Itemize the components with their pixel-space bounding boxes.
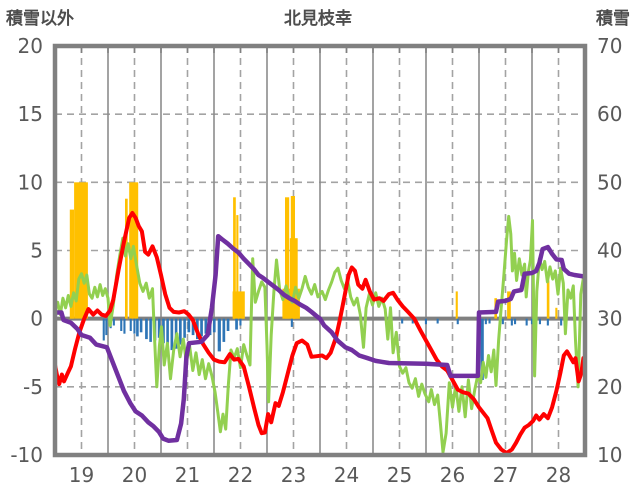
svg-text:20: 20	[122, 463, 147, 487]
left-axis-title: 積雪以外	[6, 9, 74, 29]
x-axis-ticks: 19 20 21 22 23 24 25 26 27 28	[69, 463, 571, 487]
svg-text:10: 10	[597, 443, 622, 467]
svg-text:60: 60	[597, 102, 622, 126]
svg-text:-5: -5	[23, 375, 43, 399]
svg-text:24: 24	[334, 463, 359, 487]
svg-text:-10: -10	[10, 443, 43, 467]
svg-text:21: 21	[175, 463, 200, 487]
svg-text:20: 20	[597, 375, 622, 399]
green_line	[55, 214, 585, 454]
svg-text:19: 19	[69, 463, 94, 487]
svg-text:30: 30	[597, 307, 622, 331]
purple_line	[55, 233, 585, 443]
svg-text:23: 23	[281, 463, 306, 487]
svg-text:5: 5	[30, 239, 43, 263]
red_line	[55, 211, 585, 455]
svg-text:10: 10	[18, 170, 43, 194]
right-axis-ticks: 70 60 50 40 30 20 10	[597, 34, 622, 467]
left-axis-ticks: 20 15 10 5 0 -5 -10	[10, 34, 43, 467]
svg-text:22: 22	[228, 463, 253, 487]
svg-text:50: 50	[597, 170, 622, 194]
svg-text:20: 20	[18, 34, 43, 58]
svg-text:28: 28	[546, 463, 571, 487]
svg-text:0: 0	[30, 307, 43, 331]
svg-text:15: 15	[18, 102, 43, 126]
chart-title: 北見枝幸	[284, 9, 352, 29]
svg-text:25: 25	[387, 463, 412, 487]
svg-text:70: 70	[597, 34, 622, 58]
svg-text:27: 27	[493, 463, 518, 487]
plot-border	[52, 43, 588, 458]
svg-text:40: 40	[597, 239, 622, 263]
right-axis-title: 積雪	[596, 9, 630, 29]
svg-text:26: 26	[440, 463, 465, 487]
